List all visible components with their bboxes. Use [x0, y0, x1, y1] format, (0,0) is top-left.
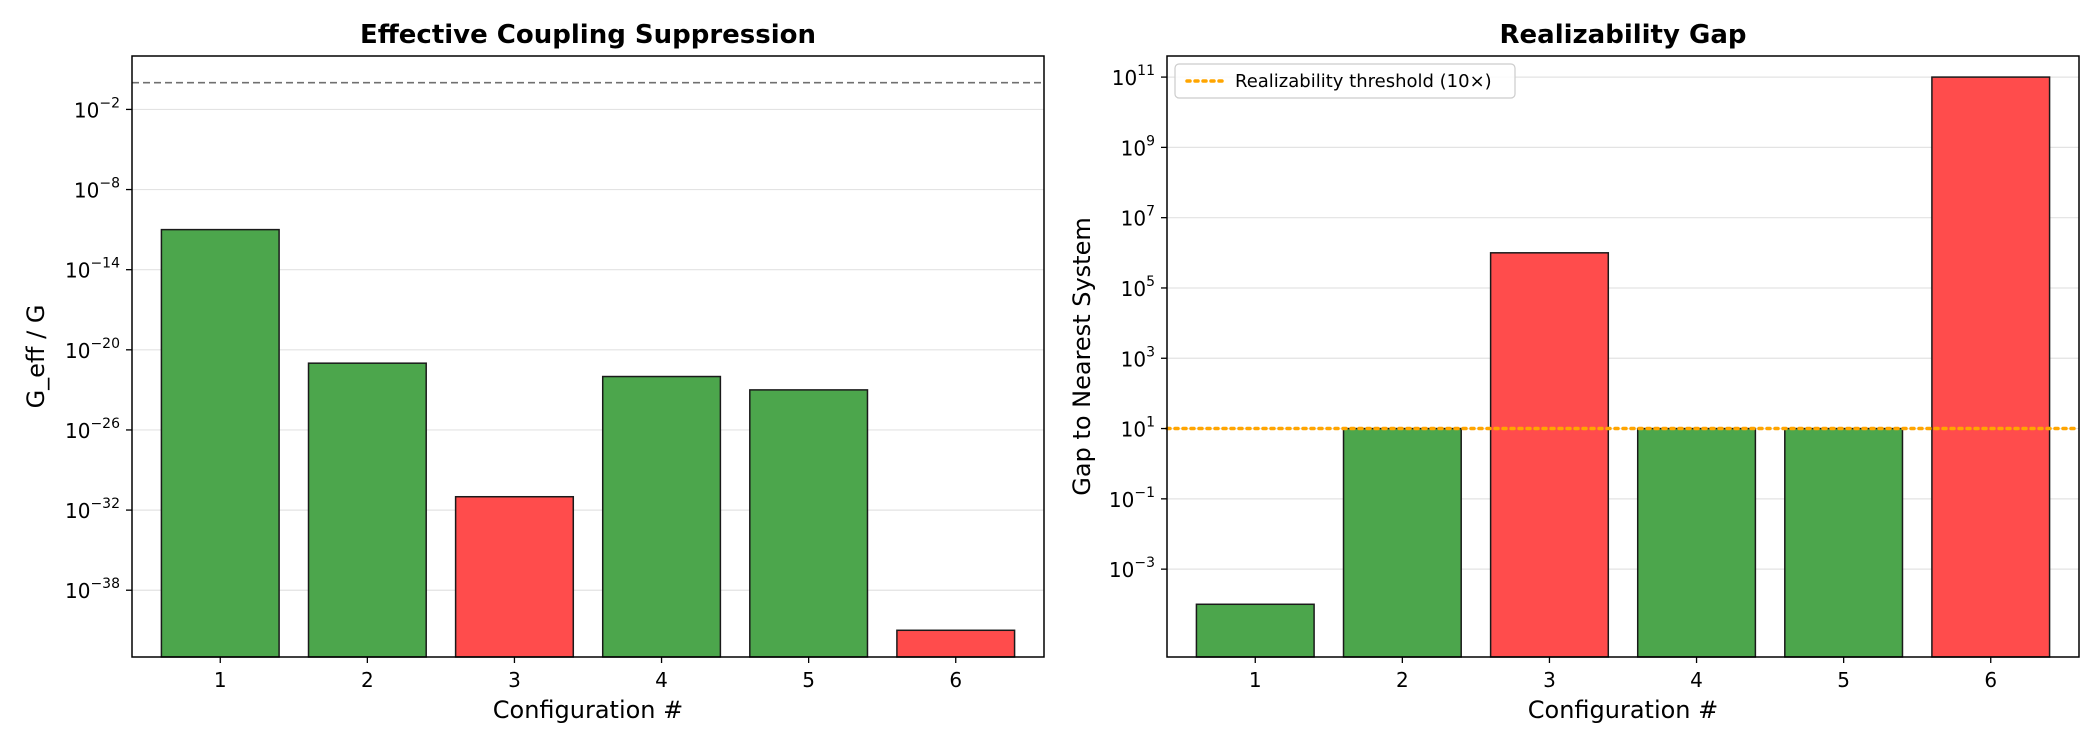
bar-config-3: [454, 495, 575, 658]
bar-config-4: [1636, 427, 1757, 658]
x-tick-label: 5: [802, 668, 815, 692]
x-tick-label: 5: [1837, 668, 1850, 692]
y-tick-label: 10−26: [65, 416, 120, 443]
x-tick-label: 3: [1543, 668, 1556, 692]
y-tick-label: 10−20: [65, 336, 120, 363]
y-tick-label: 103: [1121, 344, 1155, 371]
bar-config-2: [1342, 427, 1462, 658]
legend-box: [1174, 63, 1516, 99]
plot-frame: [1166, 55, 2080, 658]
x-axis-label: Configuration #: [1528, 696, 1719, 724]
y-tick-label: 109: [1121, 133, 1155, 160]
bar-config-2: [307, 362, 427, 658]
y-tick-label: 10−38: [65, 576, 120, 603]
x-tick-label: 6: [1984, 668, 1997, 692]
x-tick-label: 3: [508, 668, 521, 692]
bar-config-6: [896, 629, 1016, 658]
bar-config-4: [601, 375, 722, 658]
y-tick-label: 107: [1121, 204, 1155, 231]
y-tick-label: 10−3: [1109, 555, 1155, 582]
y-tick-label: 101: [1121, 415, 1155, 442]
bar-config-1: [160, 228, 280, 658]
x-tick-label: 4: [1690, 668, 1703, 692]
x-tick-label: 2: [361, 668, 374, 692]
plot-frame: [131, 55, 1045, 658]
legend: Realizability threshold (10×): [1174, 63, 1516, 99]
y-tick-label: 10−14: [65, 256, 120, 283]
bar-config-6: [1931, 76, 2051, 658]
y-tick-label: 105: [1121, 274, 1155, 301]
chart-2: 1 2 3 4 5 6 10−3 10−1 101 103 105 107 109 1011 Realiza…: [1068, 20, 2081, 724]
chart-1: 1 2 3 4 5 6 10−38 10−32 10−26 10−20 10−14 10−8 10−2 E…: [22, 20, 1045, 724]
y-tick-label: 10−8: [74, 176, 120, 203]
x-axis-label: Configuration #: [493, 696, 684, 724]
chart-title: Effective Coupling Suppression: [360, 20, 816, 50]
bar-config-1: [1195, 603, 1315, 658]
bar-config-5: [749, 389, 869, 658]
x-tick-label: 2: [1396, 668, 1409, 692]
y-axis-label: G_eff / G: [22, 305, 50, 409]
x-tick-label: 6: [949, 668, 962, 692]
bar-config-3: [1489, 252, 1610, 658]
bar-config-5: [1784, 427, 1904, 658]
y-tick-label: 10−32: [65, 496, 120, 523]
y-tick-label: 10−2: [74, 95, 120, 122]
x-tick-label: 1: [214, 668, 227, 692]
y-tick-label: 1011: [1112, 63, 1155, 90]
x-tick-label: 4: [655, 668, 668, 692]
x-tick-label: 1: [1249, 668, 1262, 692]
y-axis-label: Gap to Nearest System: [1068, 217, 1096, 495]
chart-title: Realizability Gap: [1500, 20, 1747, 50]
legend-label: Realizability threshold (10×): [1235, 71, 1492, 92]
y-tick-label: 10−1: [1109, 485, 1155, 512]
